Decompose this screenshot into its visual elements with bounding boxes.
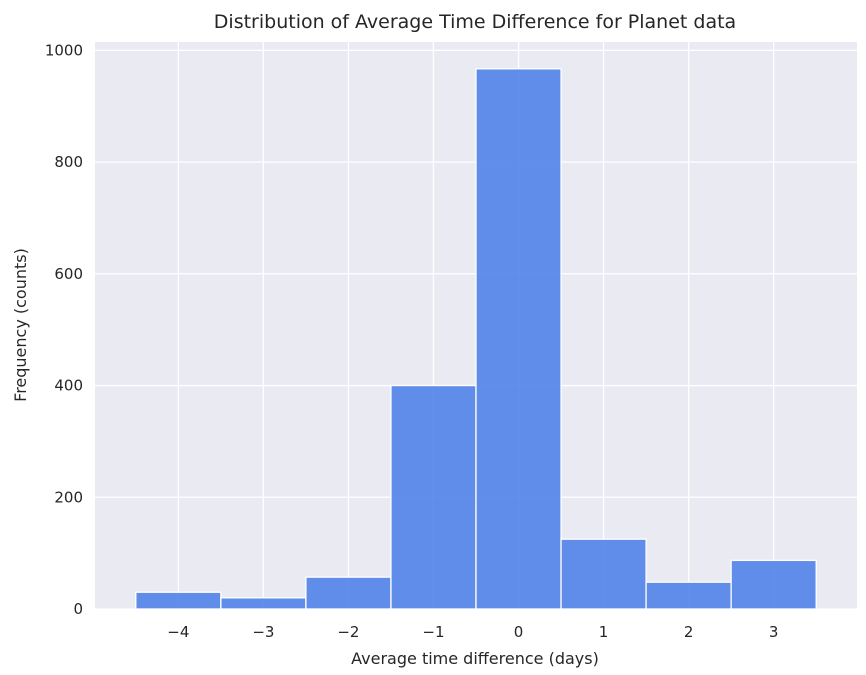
x-tick-label: 2	[684, 623, 694, 641]
x-tick-labels: −4 −3 −2 −1 0 1 2 3	[167, 623, 778, 641]
y-tick-label: 0	[73, 600, 83, 618]
x-tick-label: −1	[422, 623, 444, 641]
x-tick-label: 1	[599, 623, 609, 641]
x-tick-label: −3	[252, 623, 274, 641]
y-tick-label: 600	[54, 265, 83, 283]
x-tick-label: −4	[167, 623, 189, 641]
x-tick-label: 0	[514, 623, 524, 641]
y-tick-label: 1000	[45, 41, 83, 59]
x-axis-label: Average time difference (days)	[351, 649, 599, 668]
y-tick-label: 400	[54, 377, 83, 395]
histogram-bar	[730, 559, 817, 610]
bars	[135, 68, 817, 610]
histogram-bar	[220, 597, 307, 610]
histogram-bar	[475, 68, 562, 610]
y-tick-labels: 0 200 400 600 800 1000	[45, 41, 83, 618]
y-tick-label: 200	[54, 488, 83, 506]
histogram-bar	[135, 591, 222, 610]
y-axis-label: Frequency (counts)	[11, 248, 30, 402]
histogram-bar	[645, 581, 732, 610]
x-tick-label: −2	[337, 623, 359, 641]
chart-title: Distribution of Average Time Difference …	[214, 11, 736, 33]
x-tick-label: 3	[769, 623, 779, 641]
y-tick-label: 800	[54, 153, 83, 171]
histogram-bar	[305, 576, 392, 610]
histogram-bar	[560, 538, 647, 610]
histogram-bar	[390, 384, 477, 610]
